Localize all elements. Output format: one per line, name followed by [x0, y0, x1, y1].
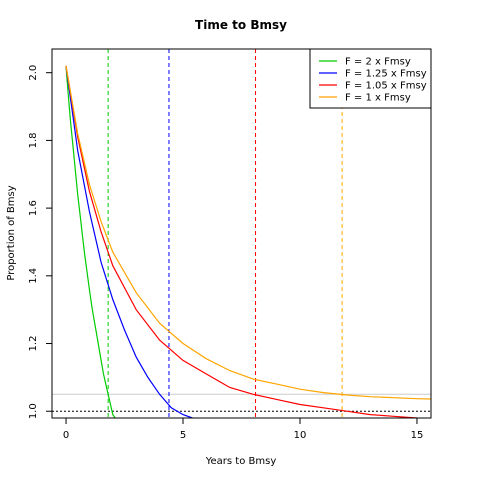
y-tick-label: 1.2 [28, 336, 39, 352]
chart-title: Time to Bmsy [195, 18, 287, 32]
y-tick-label: 1.8 [28, 132, 39, 148]
series-layer [65, 65, 431, 418]
y-tick-label: 2.0 [28, 65, 39, 81]
y-tick-label: 1.6 [28, 200, 39, 216]
x-axis-label: Years to Bmsy [205, 456, 277, 467]
legend-label-4: F = 1 x Fmsy [345, 93, 411, 104]
x-tick-label: 10 [294, 430, 307, 441]
series-line-2 [65, 65, 193, 418]
x-tick-label: 5 [180, 430, 186, 441]
series-line-1 [65, 65, 116, 418]
y-tick-label: 1.0 [28, 403, 39, 419]
legend-label-1: F = 2 x Fmsy [345, 57, 411, 68]
series-line-4 [65, 65, 431, 400]
plot-frame [51, 48, 432, 419]
x-tick-label: 0 [63, 430, 69, 441]
legend-box [309, 48, 432, 109]
legend-label-2: F = 1.25 x Fmsy [345, 69, 427, 80]
reference-lines-layer [52, 49, 431, 418]
y-tick-label: 1.4 [28, 268, 39, 284]
x-tick-label: 15 [411, 430, 424, 441]
series-line-3 [65, 65, 418, 418]
y-axis-label: Proportion of Bmsy [6, 185, 17, 280]
axes-layer: 0 5 10 15 1.0 1.2 1.4 1.6 1.8 2.0 [28, 65, 423, 441]
legend-label-3: F = 1.05 x Fmsy [345, 81, 427, 92]
